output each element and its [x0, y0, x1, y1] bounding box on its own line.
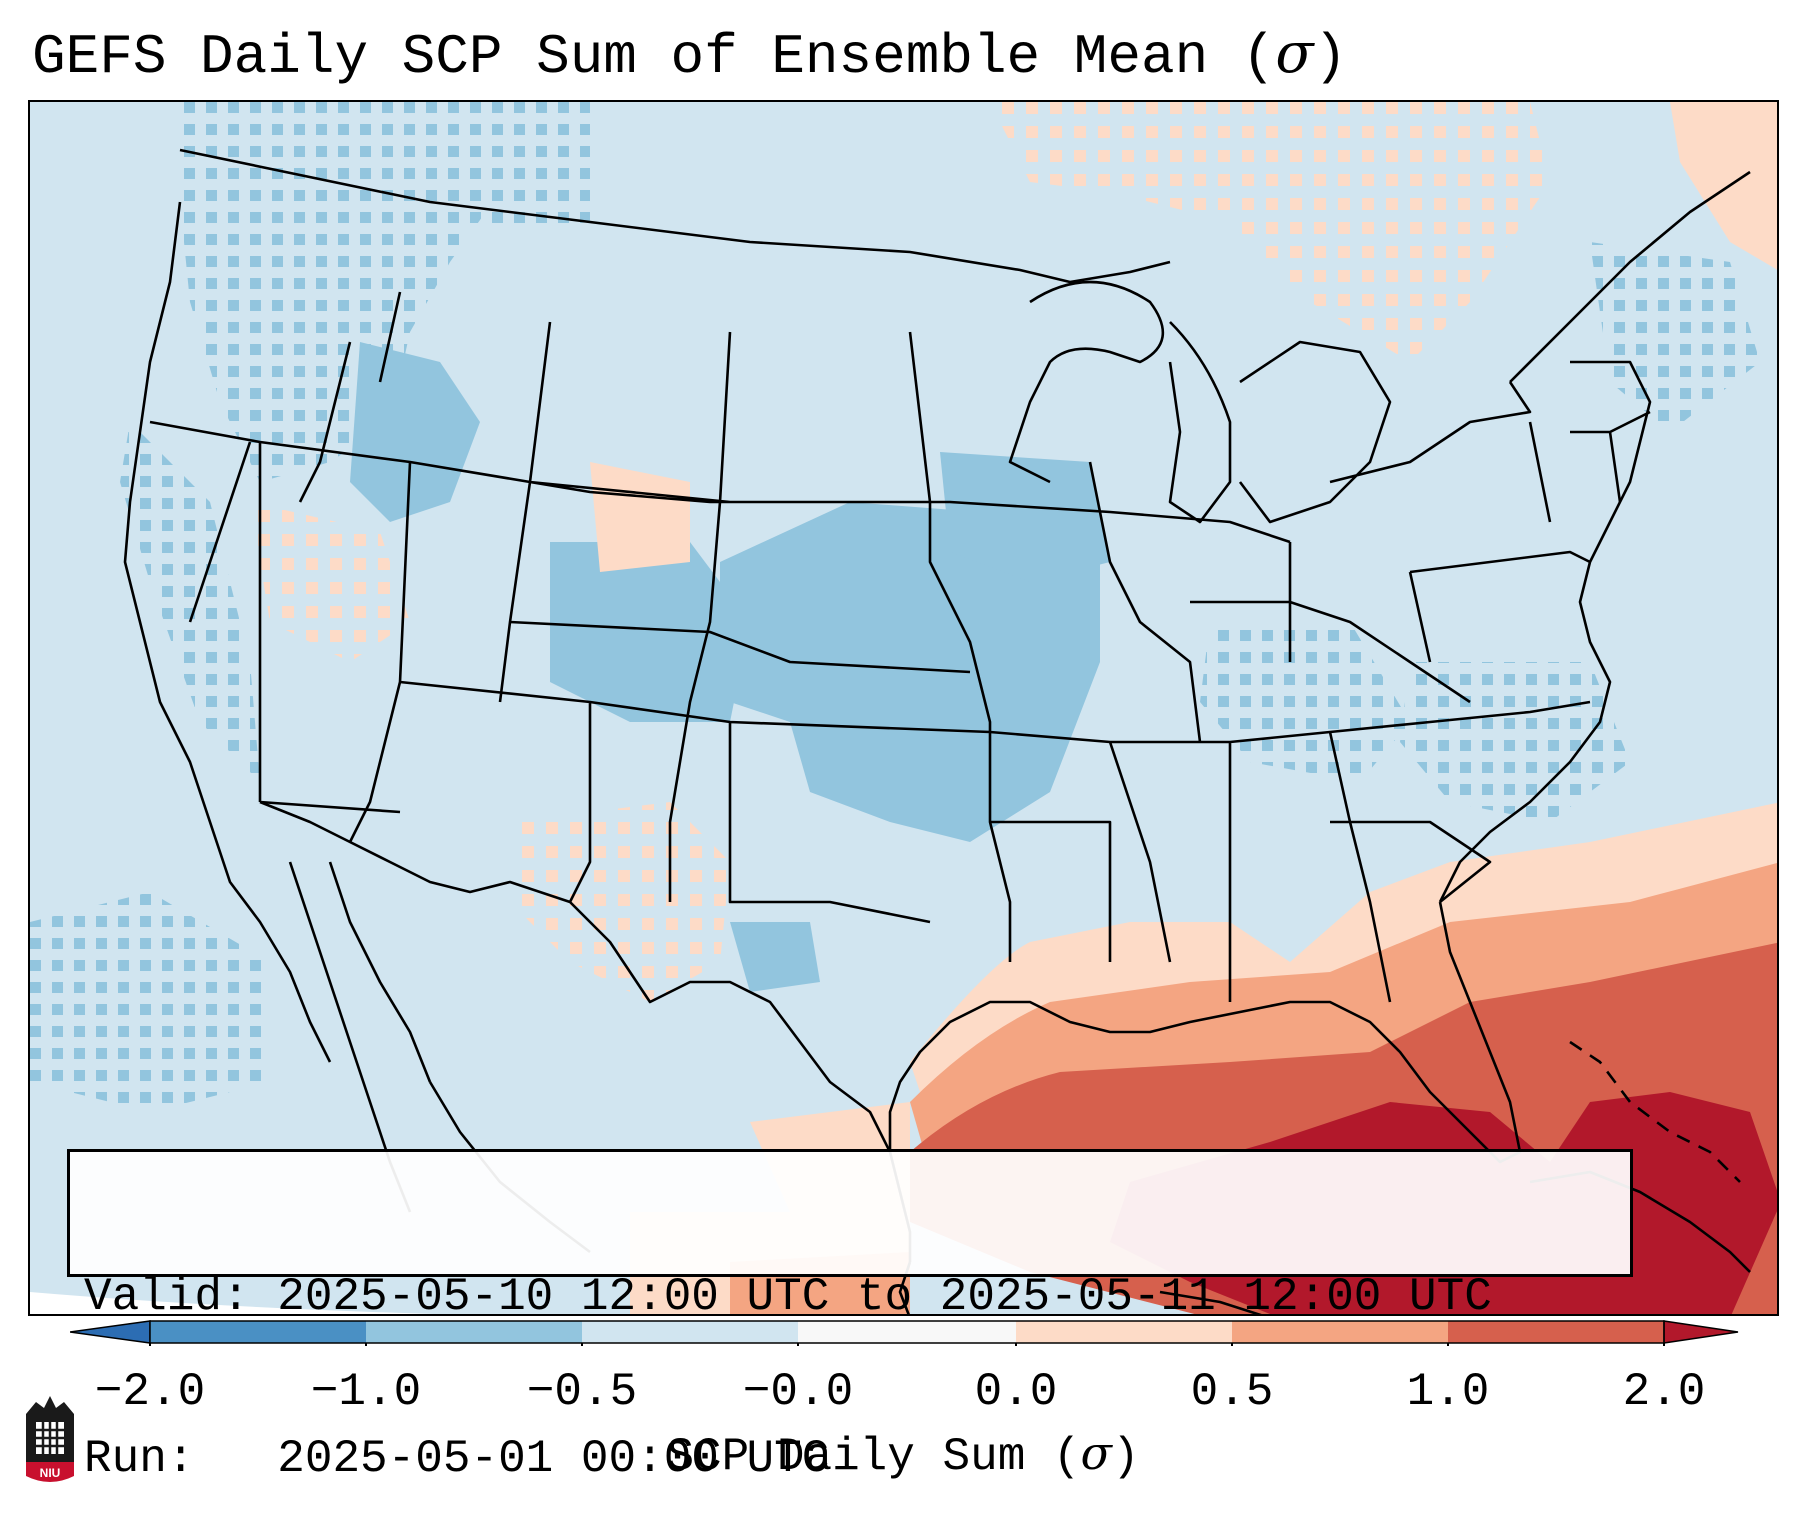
boundary-lines [123, 148, 1751, 1314]
outside-domain [30, 1292, 435, 1314]
colorbar-bin-6 [1232, 1321, 1448, 1343]
colorbar-bin-2 [366, 1321, 582, 1343]
valid-time-text: Valid: 2025-05-10 12:00 UTC to 2025-05-1… [84, 1271, 1492, 1323]
anomaly-zone-canada-north [990, 102, 1550, 362]
anomaly-zone-northwest [180, 102, 500, 482]
colorbar-label: SCP Daily Sum (σ) [666, 1426, 1140, 1483]
anomaly-zone-iowa [940, 452, 1110, 582]
west-coast-line [123, 201, 332, 1063]
gulf-coast-line [888, 901, 1522, 1262]
anomaly-zone-west-coast-offshore [30, 892, 270, 1112]
anomaly-zone-carolinas [1400, 662, 1630, 822]
anomaly-zone-nevada [250, 502, 410, 662]
anomaly-zone-new-england [1590, 242, 1760, 432]
colorbar-frame [149, 1320, 1665, 1344]
colorbar-bin-7 [1448, 1321, 1664, 1343]
anomaly-zone-montana [410, 102, 590, 232]
colorbar-extend-high [1663, 1320, 1739, 1344]
anomaly-zone-idaho [350, 342, 480, 522]
colorbar [70, 1320, 1739, 1346]
colorbar-tick-label: −1.0 [310, 1366, 422, 1418]
anomaly-zone-plains [720, 502, 1100, 842]
anomaly-zone-coast [120, 422, 260, 782]
state-lines [149, 291, 1651, 1003]
western-state-lines [258, 442, 412, 843]
colorbar-tick-label: −2.0 [94, 1366, 206, 1418]
run-time-text: Run: 2025-05-01 00:00 UTC [84, 1433, 830, 1485]
colorbar-ticks [149, 1343, 1665, 1346]
colorbar-tick-label: −0.5 [526, 1366, 638, 1418]
great-lakes-line [1008, 280, 1532, 524]
colorbar-bin-1 [150, 1321, 366, 1343]
niu-logo-text: NIU [40, 1466, 61, 1480]
colorbar-bin-5 [1016, 1321, 1232, 1343]
map-panel[interactable] [28, 100, 1779, 1316]
valid-info-box: Valid: 2025-05-10 12:00 UTC to 2025-05-1… [67, 1149, 1633, 1485]
niu-logo-icon: NIU [26, 1396, 74, 1482]
us-canada-border [179, 148, 1171, 284]
colorbar-bin-4 [798, 1321, 1016, 1343]
anomaly-zone-new-mexico [510, 802, 730, 1002]
bahamas-line [1569, 1040, 1741, 1183]
colorbar-tick-label: −0.0 [742, 1366, 854, 1418]
anomaly-zone-texas [730, 922, 820, 992]
colorbar-extend-low [70, 1320, 151, 1344]
colorbar-tick-label: 1.0 [1406, 1366, 1490, 1418]
map-canvas [30, 102, 1777, 1314]
map-title: GEFS Daily SCP Sum of Ensemble Mean (σ) [32, 21, 1348, 90]
anomaly-zone-ohio-valley [1200, 622, 1410, 782]
northeast-coast-line [1438, 170, 1751, 903]
anomaly-zone-ne-corner [1670, 102, 1777, 270]
colorbar-tick-label: 0.0 [974, 1366, 1058, 1418]
anomaly-zone-colorado [550, 542, 750, 722]
colorbar-bin-3 [582, 1321, 798, 1343]
colorbar-tick-label: 0.5 [1190, 1366, 1274, 1418]
colorbar-tick-label: 2.0 [1622, 1366, 1706, 1418]
us-mexico-border [259, 800, 892, 1153]
